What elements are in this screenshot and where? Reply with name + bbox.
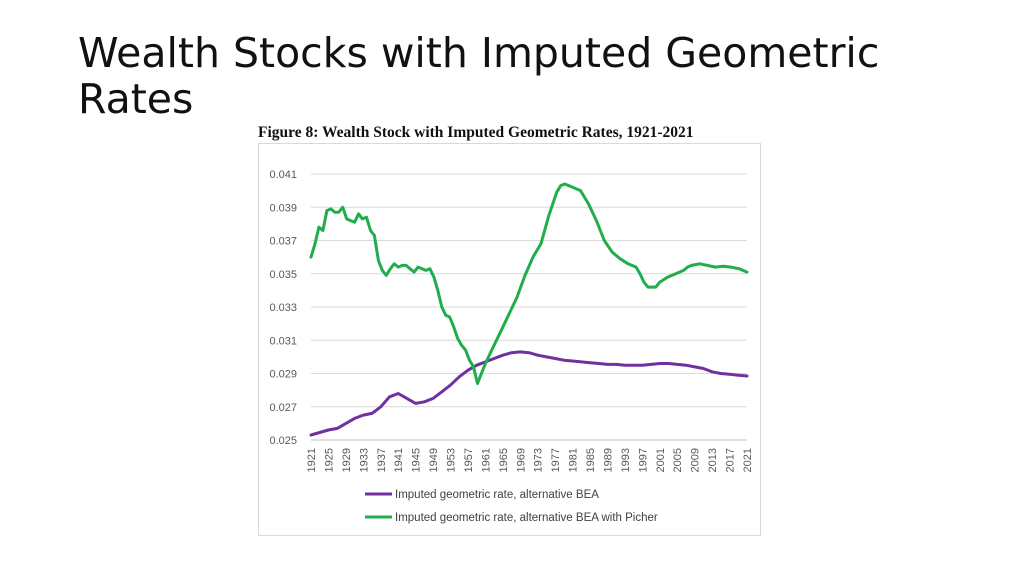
x-tick-label: 1981	[568, 448, 580, 472]
x-tick-label: 1921	[306, 448, 318, 472]
y-tick-label: 0.029	[269, 369, 297, 381]
x-tick-label: 1949	[428, 448, 440, 472]
x-tick-label: 2013	[707, 448, 719, 472]
series-line-2	[309, 182, 749, 385]
x-tick-label: 1969	[515, 448, 527, 472]
figure-caption: Figure 8: Wealth Stock with Imputed Geom…	[258, 124, 694, 141]
x-tick-label: 1941	[393, 448, 405, 472]
x-tick-label: 2009	[690, 448, 702, 472]
series-line-1	[309, 350, 749, 437]
chart-frame: 0.041 0.039 0.037 0.035 0.033 0.031 0.029 0.027…	[258, 143, 761, 536]
x-tick-label: 1961	[480, 448, 492, 472]
x-tick-label: 1945	[411, 448, 423, 472]
x-tick-label: 1933	[358, 448, 370, 472]
y-tick-label: 0.037	[269, 236, 297, 248]
x-tick-label: 1937	[376, 448, 388, 472]
x-tick-label: 1993	[620, 448, 632, 472]
x-tick-label: 1929	[341, 448, 353, 472]
line-chart: 0.041 0.039 0.037 0.035 0.033 0.031 0.029 0.027…	[269, 169, 754, 524]
x-tick-label: 1965	[498, 448, 510, 472]
legend-label-2: Imputed geometric rate, alternative BEA …	[395, 512, 658, 524]
y-tick-label: 0.025	[269, 435, 297, 447]
x-tick-label: 2005	[672, 448, 684, 472]
x-tick-label: 1953	[446, 448, 458, 472]
x-tick-label: 2021	[742, 448, 754, 472]
y-tick-label: 0.033	[269, 302, 297, 314]
legend-label-1: Imputed geometric rate, alternative BEA	[395, 489, 599, 501]
slide-title: Wealth Stocks with Imputed Geometric Rat…	[78, 29, 880, 123]
x-tick-label: 2017	[725, 448, 737, 472]
x-tick-label: 1957	[463, 448, 475, 472]
x-tick-label: 1925	[323, 448, 335, 472]
y-tick-label: 0.039	[269, 202, 297, 214]
y-tick-label: 0.041	[269, 169, 297, 181]
y-tick-label: 0.031	[269, 335, 297, 347]
x-tick-label: 1985	[585, 448, 597, 472]
y-tick-label: 0.035	[269, 269, 297, 281]
x-tick-label: 2001	[655, 448, 667, 472]
x-tick-label: 1973	[533, 448, 545, 472]
x-tick-label: 1997	[637, 448, 649, 472]
y-tick-label: 0.027	[269, 402, 297, 414]
x-tick-label: 1989	[602, 448, 614, 472]
x-tick-label: 1977	[550, 448, 562, 472]
